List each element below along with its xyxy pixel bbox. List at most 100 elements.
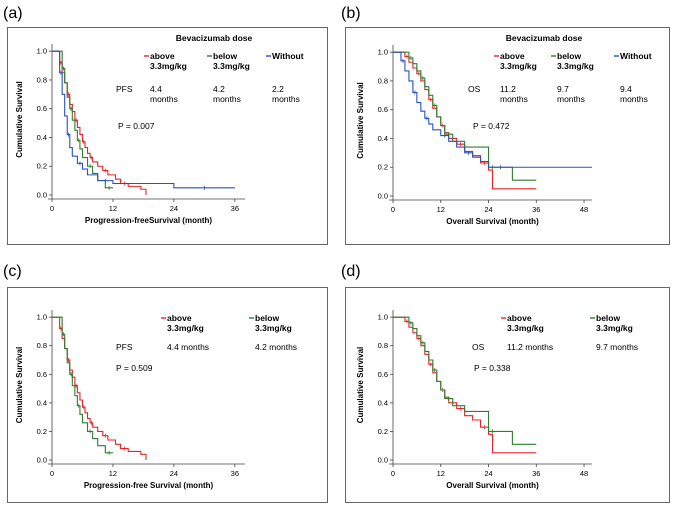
y-tick-label: 0.4 <box>37 133 47 142</box>
y-tick-label: 0.6 <box>378 370 388 379</box>
median-series-1-line: 4.4 months <box>167 342 209 352</box>
median-series-2-line: months <box>213 94 241 104</box>
km-curve-series-2 <box>52 316 113 454</box>
x-tick-label: 36 <box>231 469 239 478</box>
y-tick-label: 1.0 <box>37 313 47 322</box>
x-tick-label: 36 <box>532 205 540 214</box>
stat-label: PFS <box>116 84 133 94</box>
panel-frame <box>7 287 328 503</box>
km-curve-series-3 <box>52 50 235 189</box>
legend-entry-series-1-line: 3.3mg/kg <box>167 323 204 333</box>
x-tick-label: 24 <box>484 205 492 214</box>
panel-frame <box>345 287 670 503</box>
legend-entry-series-1-line: 3.3mg/kg <box>500 61 537 71</box>
panel-frame <box>345 27 670 245</box>
stat-label: PFS <box>116 342 133 352</box>
median-series-2: 4.2 months <box>213 84 241 104</box>
legend-title: Bevacizumab dose <box>176 33 253 43</box>
legend-entry-series-3-line: Without <box>272 51 304 61</box>
median-series-1: 11.2 months <box>507 342 553 352</box>
median-series-1-line: 11.2 <box>500 84 516 94</box>
x-tick-label: 0 <box>50 204 54 213</box>
median-series-3-line: 2.2 <box>272 84 284 94</box>
x-axis-title: Overall Survival (month) <box>446 481 539 490</box>
km-curve-series-3 <box>393 51 592 168</box>
x-tick-label: 0 <box>391 205 395 214</box>
legend-entry-series-2-line: 3.3mg/kg <box>557 61 594 71</box>
legend-entry-series-2-line: below <box>596 313 620 323</box>
y-tick-label: 0.2 <box>378 427 388 436</box>
y-tick-label: 0.2 <box>37 162 47 171</box>
median-series-3-line: months <box>620 94 648 104</box>
median-series-2-line: 9.7 months <box>596 342 638 352</box>
x-tick-label: 48 <box>580 469 588 478</box>
median-series-1-line: months <box>500 94 528 104</box>
x-tick-label: 0 <box>50 469 54 478</box>
km-curve-series-2 <box>52 50 113 189</box>
median-series-1: 4.4 months <box>167 342 209 352</box>
y-tick-label: 0.8 <box>37 75 47 84</box>
p-value: P = 0.007 <box>118 121 155 131</box>
y-tick-label: 1.0 <box>37 47 47 56</box>
legend-entry-series-1: above 3.3mg/kg <box>150 51 187 71</box>
x-tick-label: 48 <box>580 205 588 214</box>
y-tick-label: 0.0 <box>378 456 388 465</box>
median-series-2: 9.7 months <box>596 342 638 352</box>
legend-entry-series-1: above 3.3mg/kg <box>500 51 537 71</box>
legend-entry-series-1-line: above <box>507 313 532 323</box>
panel-c: (c) 0.0 0.2 0.4 0.6 0.8 1.0 0 12 24 36 Progression-… <box>3 263 328 503</box>
p-value: P = 0.509 <box>116 363 153 373</box>
median-series-3: 9.4 months <box>620 84 648 104</box>
y-tick-label: 0.2 <box>37 427 47 436</box>
y-axis-title: Cumulative Survival <box>15 347 24 423</box>
y-tick-label: 1.0 <box>378 313 388 322</box>
y-tick-label: 1.0 <box>378 48 388 57</box>
panel-d: (d) 0.0 0.2 0.4 0.6 0.8 1.0 0 12 24 36 48 Overall Su… <box>341 263 670 503</box>
panel-a: (a) 0.0 0.2 0.4 0.6 0.8 1.0 0 12 24 36 Progression-… <box>3 5 328 245</box>
y-tick-label: 0.2 <box>378 163 388 172</box>
x-tick-label: 0 <box>391 469 395 478</box>
median-series-1-line: 4.4 <box>150 84 162 94</box>
legend-entry-series-2-line: 3.3mg/kg <box>213 61 250 71</box>
x-tick-label: 12 <box>437 205 445 214</box>
legend-entry-series-2-line: below <box>557 51 581 61</box>
y-tick-label: 0.4 <box>378 134 388 143</box>
median-series-1-line: 11.2 months <box>507 342 553 352</box>
x-tick-label: 24 <box>484 469 492 478</box>
x-tick-label: 24 <box>170 204 178 213</box>
legend-entry-series-3-line: Without <box>620 51 652 61</box>
x-axis-title: Overall Survival (month) <box>446 217 539 226</box>
legend-entry-series-1-line: above <box>500 51 525 61</box>
y-tick-label: 0.6 <box>378 105 388 114</box>
y-tick-label: 0.0 <box>378 192 388 201</box>
panel-frame <box>7 27 328 245</box>
median-series-2-line: 4.2 <box>213 84 225 94</box>
y-tick-label: 0.8 <box>378 76 388 85</box>
y-tick-label: 0.4 <box>37 398 47 407</box>
y-tick-label: 0.6 <box>37 104 47 113</box>
stat-label: OS <box>472 342 485 352</box>
legend-entry-series-2-line: below <box>213 51 237 61</box>
legend-entry-series-3: Without <box>272 51 304 61</box>
legend-entry-series-1-line: above <box>167 313 192 323</box>
x-tick-label: 36 <box>231 204 239 213</box>
panel-label: (d) <box>341 263 361 280</box>
x-tick-label: 36 <box>532 469 540 478</box>
p-value: P = 0.472 <box>473 121 510 131</box>
y-tick-label: 0.8 <box>378 341 388 350</box>
y-tick-label: 0.0 <box>37 456 47 465</box>
y-tick-label: 0.8 <box>37 341 47 350</box>
y-axis-title: Cumulative Survival <box>356 347 365 423</box>
x-tick-label: 12 <box>109 469 117 478</box>
legend-entry-series-2: below 3.3mg/kg <box>255 313 292 333</box>
median-series-2-line: months <box>557 94 585 104</box>
y-tick-label: 0.0 <box>37 191 47 200</box>
legend-entry-series-1-line: 3.3mg/kg <box>150 61 187 71</box>
median-series-3-line: 9.4 <box>620 84 632 94</box>
median-series-2: 9.7 months <box>557 84 585 104</box>
legend-entry-series-2: below 3.3mg/kg <box>213 51 250 71</box>
x-axis-title: Progression-freeSurvival (month) <box>85 216 212 225</box>
x-axis-title: Progression-free Survival (month) <box>84 481 214 490</box>
legend-title: Bevacizumab dose <box>506 33 583 43</box>
